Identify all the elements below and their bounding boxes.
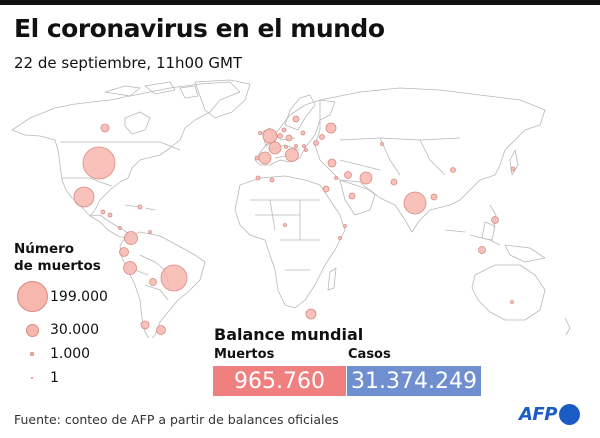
- bubble-bangladesh: [430, 193, 438, 201]
- africa-outline: [234, 175, 346, 309]
- bubble-argentina: [156, 325, 166, 335]
- bubble-bolivia: [149, 278, 157, 286]
- bubble-chile: [140, 320, 150, 330]
- arabia-outline: [339, 179, 376, 216]
- bubble-pakistan: [390, 178, 398, 186]
- greenland-outline: [194, 79, 251, 119]
- cases-total-box: 31.374.249: [347, 366, 481, 396]
- hudson-bay: [124, 111, 151, 135]
- australia-outline: [471, 264, 546, 321]
- bubble-australia: [510, 300, 514, 304]
- legend-item-1000: 1.000: [14, 346, 90, 362]
- bubble-egypt: [322, 185, 330, 193]
- bubble-algeria: [269, 177, 275, 183]
- afp-logo: AFP: [519, 404, 580, 425]
- japan-outline: [509, 149, 519, 176]
- bubble-peru: [123, 261, 137, 275]
- bubble-philippines: [491, 216, 499, 224]
- bubble-netherlands: [281, 127, 287, 133]
- madagascar-outline: [327, 267, 337, 291]
- bubble-panama: [118, 226, 122, 230]
- bubble-romania: [313, 140, 319, 146]
- afp-logo-text: AFP: [519, 404, 557, 425]
- bubble-china: [450, 167, 456, 173]
- north-america-outline: [11, 81, 241, 217]
- afp-logo-dot-icon: [558, 404, 580, 425]
- bubble-nigeria: [283, 223, 287, 227]
- cases-label: Casos: [348, 347, 391, 362]
- bubble-poland: [300, 130, 306, 136]
- legend-bubble-large: [16, 281, 48, 312]
- bubble-venezuela: [148, 230, 152, 234]
- europe-outline: [254, 99, 336, 166]
- scandinavia-outline: [284, 94, 316, 131]
- bubble-kenya: [338, 236, 342, 240]
- caribbean-islands: [124, 204, 156, 211]
- page-subtitle: 22 de septiembre, 11h00 GMT: [14, 54, 243, 72]
- legend-item-199000: 199.000: [14, 281, 108, 312]
- new-zealand-outline: [564, 317, 571, 336]
- balance-title: Balance mundial: [214, 325, 364, 344]
- bubble-indonesia: [478, 246, 486, 254]
- bubble-austria: [294, 144, 298, 148]
- world-map: [11, 79, 571, 338]
- bubble-iran: [359, 171, 373, 185]
- bubble-mexico: [73, 186, 95, 208]
- bubble-honduras: [107, 212, 113, 218]
- new-guinea-outline: [504, 244, 546, 263]
- legend-bubble-tiny: [31, 377, 33, 379]
- deaths-total-box: 965.760: [213, 366, 346, 396]
- bubble-saudi: [348, 192, 356, 200]
- indonesia-outline: [444, 221, 501, 246]
- bubble-iraq: [344, 171, 352, 179]
- bubble-sweden: [292, 115, 300, 123]
- bubble-serbia: [304, 148, 308, 152]
- bubble-colombia: [124, 231, 138, 245]
- legend-item-30000: 30.000: [14, 322, 99, 338]
- bubble-hungary: [302, 144, 306, 148]
- source-note: Fuente: conteo de AFP a partir de balanc…: [14, 412, 339, 427]
- bubble-switzerland: [284, 145, 288, 149]
- bubble-belgium: [277, 133, 283, 139]
- legend-item-1: 1: [14, 370, 59, 386]
- bubble-usa: [82, 146, 116, 180]
- bubble-brazil: [160, 264, 188, 292]
- africa-borders: [250, 199, 320, 271]
- bubble-south-africa: [305, 308, 317, 320]
- bubble-ethiopia: [343, 224, 347, 228]
- bubble-dominican: [137, 204, 143, 210]
- bubble-canada: [100, 123, 110, 133]
- bubble-ukraine: [319, 134, 325, 140]
- bubble-japan: [510, 166, 516, 172]
- bubble-portugal: [254, 155, 260, 161]
- alaska-canada-border: [60, 141, 181, 151]
- bubble-morocco: [255, 175, 261, 181]
- bubble-ecuador: [119, 247, 129, 257]
- death-bubbles: [73, 115, 516, 335]
- south-america-outline: [119, 231, 206, 338]
- legend-bubble-small: [30, 352, 34, 356]
- bubble-russia: [325, 122, 337, 134]
- bubble-france: [268, 141, 282, 155]
- bubble-guatemala: [100, 209, 106, 215]
- bubble-italy: [285, 148, 299, 162]
- bubble-germany: [285, 134, 293, 142]
- bubble-uk: [262, 128, 278, 144]
- asia-borders: [339, 137, 461, 176]
- bubble-israel: [334, 176, 338, 180]
- top-bar: [0, 0, 600, 5]
- bubble-spain: [258, 151, 272, 165]
- us-mexico-border: [62, 177, 113, 187]
- bubble-ireland: [258, 131, 262, 135]
- bubble-india: [403, 191, 427, 215]
- page-title: El coronavirus en el mundo: [14, 14, 385, 43]
- bubble-kazakhstan: [380, 142, 384, 146]
- legend-title: Número de muertos: [14, 241, 101, 274]
- central-america-outline: [89, 214, 129, 239]
- legend-bubble-medium: [25, 323, 39, 337]
- bubble-turkey: [327, 158, 337, 168]
- deaths-label: Muertos: [214, 347, 275, 362]
- arctic-islands: [104, 81, 199, 99]
